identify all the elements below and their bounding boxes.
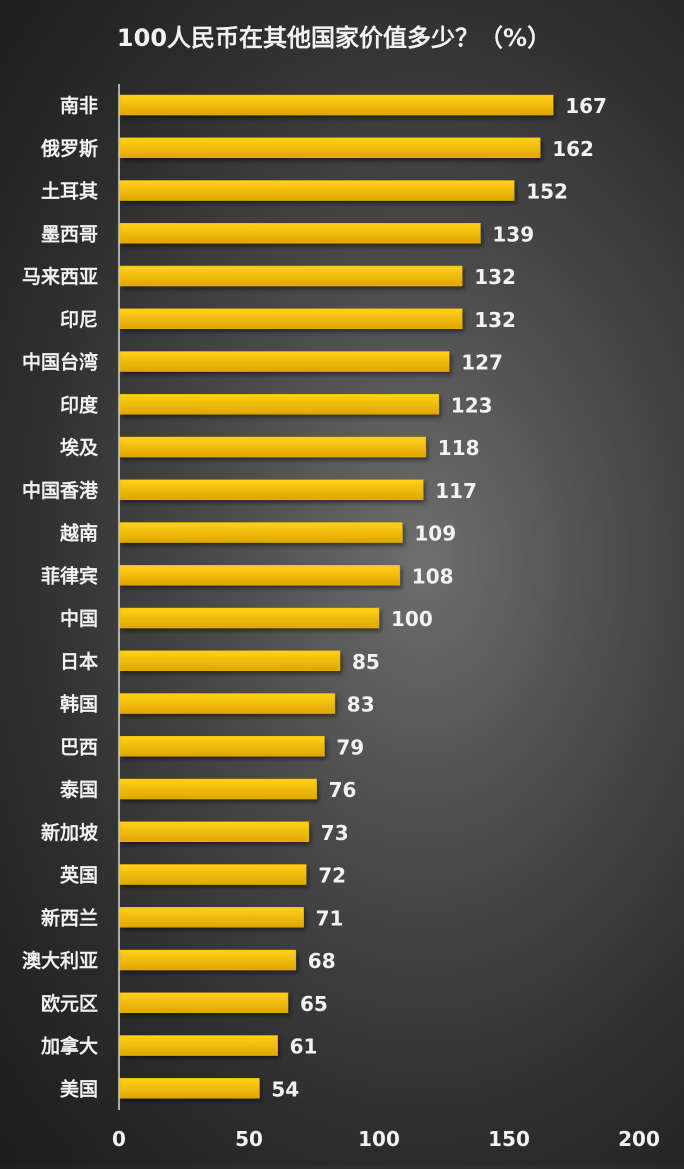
bar <box>119 1078 260 1099</box>
category-label: 马来西亚 <box>22 266 98 288</box>
bar <box>119 907 304 928</box>
category-label: 中国香港 <box>22 479 99 502</box>
bar <box>119 693 336 714</box>
value-label: 123 <box>451 393 493 417</box>
x-tick-label: 100 <box>358 1127 400 1151</box>
bar <box>119 94 554 116</box>
category-label: 南非 <box>60 95 98 117</box>
category-label: 新西兰 <box>41 906 98 929</box>
bar <box>119 223 481 244</box>
value-label: 109 <box>414 522 456 546</box>
value-label: 73 <box>321 821 349 845</box>
category-label: 日本 <box>60 650 98 673</box>
category-label: 埃及 <box>60 436 99 459</box>
value-label: 100 <box>391 607 433 631</box>
x-axis-ticks-layer: 0 50 100 150 200 <box>112 1127 660 1151</box>
bar <box>119 607 380 629</box>
value-label: 54 <box>271 1077 299 1101</box>
bar <box>119 864 307 885</box>
category-label: 新加坡 <box>41 821 99 844</box>
bar <box>119 650 341 671</box>
bar <box>119 778 317 800</box>
bar <box>119 265 463 287</box>
x-tick-label: 50 <box>235 1127 263 1151</box>
value-label: 61 <box>290 1035 318 1059</box>
value-label: 68 <box>308 949 336 973</box>
value-label: 108 <box>412 564 454 588</box>
bar <box>119 479 424 500</box>
value-label: 71 <box>316 906 344 930</box>
category-label: 中国台湾 <box>22 351 98 374</box>
category-label: 菲律宾 <box>41 564 98 587</box>
chart-title: 100人民币在其他国家价值多少？（%） <box>117 24 551 52</box>
value-label: 139 <box>492 222 534 246</box>
value-label: 132 <box>474 265 516 289</box>
bar <box>119 308 463 329</box>
bar <box>119 180 515 201</box>
category-label: 欧元区 <box>41 992 98 1015</box>
value-label: 118 <box>438 436 480 460</box>
category-label: 韩国 <box>60 693 98 716</box>
category-label: 美国 <box>60 1077 98 1100</box>
category-label: 英国 <box>60 864 98 887</box>
value-labels-layer: 167 162 152 139 132 132 127 123 118 117 109 108 100 8… <box>271 94 607 1101</box>
bar <box>119 992 289 1013</box>
category-label: 墨西哥 <box>41 223 98 245</box>
value-label: 79 <box>336 735 364 759</box>
category-label: 中国 <box>60 607 98 630</box>
category-label: 土耳其 <box>41 181 98 203</box>
category-label: 印度 <box>60 393 99 416</box>
bar <box>119 522 403 543</box>
value-label: 117 <box>435 479 477 503</box>
category-labels-layer: 南非俄罗斯土耳其墨西哥马来西亚印尼中国台湾印度埃及中国香港越南菲律宾中国日本韩国… <box>22 95 99 1100</box>
bar <box>119 736 325 757</box>
category-label: 泰国 <box>59 778 98 801</box>
value-label: 85 <box>352 650 380 674</box>
value-label: 127 <box>461 351 503 375</box>
value-label: 162 <box>552 137 594 161</box>
category-label: 澳大利亚 <box>22 949 98 972</box>
bar <box>119 351 450 372</box>
value-label: 132 <box>474 308 516 332</box>
category-label: 印尼 <box>60 309 98 331</box>
value-label: 65 <box>300 992 328 1016</box>
value-label: 167 <box>565 94 607 118</box>
x-tick-label: 0 <box>112 1127 126 1151</box>
bar <box>119 1035 278 1056</box>
category-label: 巴西 <box>60 736 98 758</box>
bar <box>119 436 427 458</box>
x-tick-label: 200 <box>618 1127 660 1151</box>
category-label: 越南 <box>59 522 98 545</box>
x-tick-label: 150 <box>488 1127 530 1151</box>
bars-layer <box>119 94 554 1099</box>
bar <box>119 821 310 842</box>
value-label: 83 <box>347 693 375 717</box>
category-label: 加拿大 <box>40 1035 98 1058</box>
value-label: 72 <box>318 864 346 888</box>
value-label: 152 <box>526 180 568 204</box>
bar <box>119 949 297 971</box>
bar <box>119 565 401 586</box>
value-label: 76 <box>329 778 357 802</box>
bar <box>119 394 440 415</box>
category-label: 俄罗斯 <box>40 137 98 160</box>
bar <box>119 137 541 158</box>
